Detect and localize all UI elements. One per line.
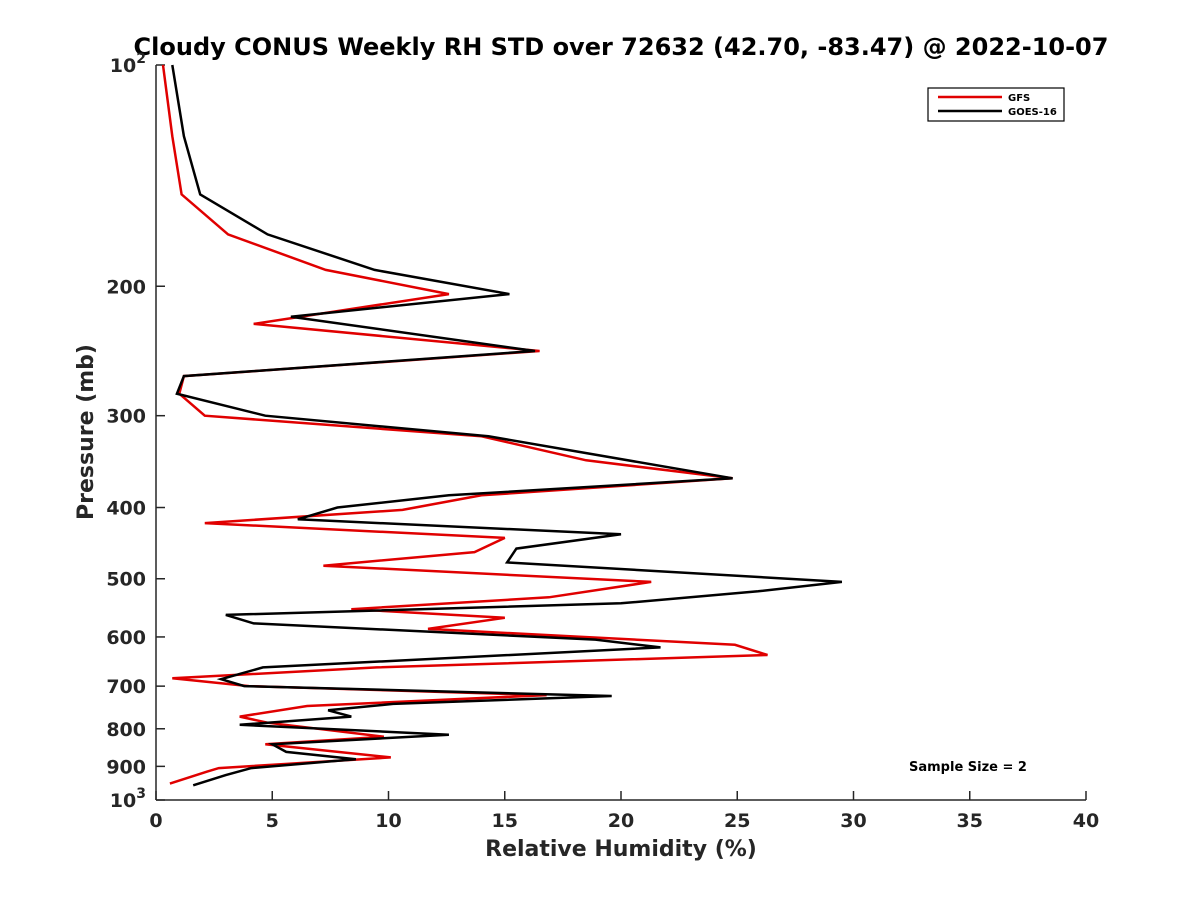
y-tick-label: 300 bbox=[106, 406, 146, 428]
y-tick-label: 800 bbox=[106, 719, 146, 741]
x-tick-label: 10 bbox=[375, 810, 401, 832]
x-tick-label: 15 bbox=[492, 810, 518, 832]
x-tick-label: 0 bbox=[149, 810, 162, 832]
x-tick-label: 20 bbox=[608, 810, 634, 832]
y-tick-label-exponent: 3 bbox=[136, 786, 146, 802]
series-line-goes16 bbox=[171, 64, 843, 787]
legend-box bbox=[927, 87, 1065, 122]
x-axis-ticks: 0 5 10 15 20 25 30 35 40 bbox=[149, 791, 1099, 832]
y-tick-label: 103 bbox=[110, 786, 146, 812]
legend-label-goes16: GOES-16 bbox=[1008, 107, 1057, 118]
legend: GFS GOES-16 bbox=[927, 87, 1065, 122]
y-tick-label-exponent: 2 bbox=[136, 51, 146, 67]
y-tick-label: 500 bbox=[106, 569, 146, 591]
y-tick-label: 900 bbox=[106, 756, 146, 778]
sample-size-annotation: Sample Size = 2 bbox=[909, 760, 1027, 775]
x-tick-label: 30 bbox=[840, 810, 866, 832]
series-line-gfs bbox=[161, 64, 768, 785]
y-tick-label: 200 bbox=[106, 276, 146, 298]
y-axis-label: Pressure (mb) bbox=[74, 344, 99, 520]
x-tick-label: 5 bbox=[266, 810, 279, 832]
y-tick-label: 400 bbox=[106, 498, 146, 520]
x-tick-label: 25 bbox=[724, 810, 750, 832]
x-axis-label: Relative Humidity (%) bbox=[485, 837, 757, 862]
y-tick-label: 102 bbox=[110, 51, 146, 77]
y-tick-label: 700 bbox=[106, 676, 146, 698]
series-lines bbox=[161, 64, 843, 787]
chart-title: Cloudy CONUS Weekly RH STD over 72632 (4… bbox=[134, 33, 1109, 61]
legend-label-gfs: GFS bbox=[1008, 93, 1030, 104]
y-tick-label-base: 10 bbox=[110, 55, 136, 77]
y-tick-label: 600 bbox=[106, 627, 146, 649]
x-tick-label: 40 bbox=[1073, 810, 1099, 832]
y-tick-label-base: 10 bbox=[110, 790, 136, 812]
x-tick-label: 35 bbox=[957, 810, 983, 832]
